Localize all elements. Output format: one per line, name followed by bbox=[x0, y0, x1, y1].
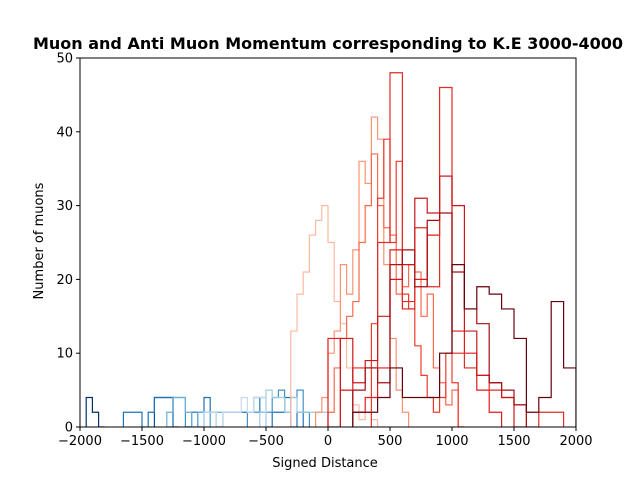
y-axis-label: Number of muons bbox=[32, 182, 47, 299]
x-tick-label: 0 bbox=[324, 434, 332, 449]
x-tick-label: 1500 bbox=[497, 434, 530, 449]
x-tick-label: 1000 bbox=[435, 434, 468, 449]
histogram-series-16 bbox=[352, 212, 527, 427]
x-tick-label: 2000 bbox=[559, 434, 592, 449]
histogram-series-17 bbox=[352, 264, 576, 427]
histogram-series-2 bbox=[122, 396, 174, 427]
y-tick-label: 40 bbox=[56, 125, 73, 140]
x-axis-ticks: −2000 −1500 −1000 −500 0 500 1000 1500 2000 bbox=[58, 427, 593, 449]
histogram-series-0 bbox=[85, 396, 105, 427]
y-tick-label: 10 bbox=[56, 347, 73, 362]
x-tick-label: −1000 bbox=[182, 434, 226, 449]
x-tick-label: 500 bbox=[378, 434, 403, 449]
plot-frame bbox=[79, 57, 577, 428]
y-tick-label: 20 bbox=[56, 273, 73, 288]
histogram-series-8 bbox=[203, 396, 267, 427]
y-tick-label: 50 bbox=[56, 52, 73, 67]
histogram-series-10 bbox=[315, 116, 410, 427]
x-tick-label: −1500 bbox=[120, 434, 164, 449]
x-tick-label: −500 bbox=[248, 434, 284, 449]
y-axis-ticks: 0 10 20 30 40 50 bbox=[56, 52, 80, 436]
histogram-series-group bbox=[85, 72, 576, 427]
y-tick-label: 30 bbox=[56, 199, 73, 214]
x-axis-label: Signed Distance bbox=[272, 456, 378, 471]
histogram-series-5 bbox=[246, 389, 310, 427]
y-tick-label: 0 bbox=[65, 421, 73, 436]
chart-title: Muon and Anti Muon Momentum correspondin… bbox=[33, 34, 623, 53]
x-tick-label: −2000 bbox=[58, 434, 102, 449]
